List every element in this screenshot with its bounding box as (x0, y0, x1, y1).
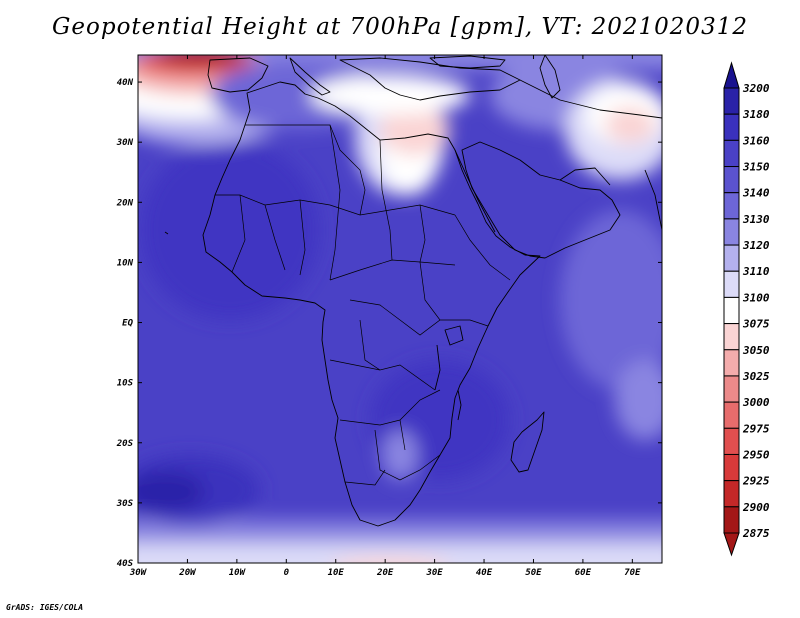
axis-ticks (137, 55, 662, 564)
lon-label: 20E (376, 568, 394, 578)
colorbar-level-label: 2950 (742, 448, 770, 461)
lat-label: 40N (117, 78, 134, 88)
india-coast (644, 169, 662, 250)
lon-label: 20W (178, 568, 197, 578)
colorbar-level-label: 2900 (742, 501, 770, 514)
persian-gulf (559, 167, 611, 186)
lon-label: 30W (129, 568, 148, 578)
coastlines (164, 55, 662, 527)
colorbar-min-arrow (723, 532, 740, 557)
colorbar-level-label: 2975 (742, 422, 770, 435)
colorbar-level-label: 3075 (742, 318, 770, 331)
country-borders (215, 124, 511, 486)
colorbar-segment (723, 166, 740, 194)
lake-malawi (457, 389, 462, 421)
colorbar-segment (723, 270, 740, 298)
colorbar-level-label: 3025 (742, 370, 770, 383)
colorbar-segment (723, 296, 740, 325)
balkans-turkey (339, 57, 521, 101)
colorbar-level-label: 3140 (742, 187, 770, 200)
lat-label: 10N (117, 258, 134, 268)
lat-label: 30S (116, 499, 134, 509)
lon-label: 70E (624, 568, 641, 578)
lake-victoria (444, 325, 464, 346)
lat-label: 40S (117, 559, 134, 569)
cape-verde (164, 231, 169, 235)
caspian (539, 55, 561, 99)
colorbar-segment (723, 244, 740, 272)
lat-label: 10S (117, 379, 134, 389)
grads-credit: GrADS: IGES/COLA (6, 603, 84, 612)
colorbar-level-label: 2925 (742, 475, 770, 488)
colorbar-level-label: 3000 (742, 396, 770, 409)
colorbar-level-label: 3110 (742, 265, 770, 278)
map-title: Geopotential Height at 700hPa [gpm], VT:… (52, 14, 748, 40)
black-sea (429, 55, 506, 69)
iran-coast (519, 79, 662, 119)
colorbar-segment (723, 480, 740, 508)
colorbar-segment (723, 113, 740, 141)
colorbar-level-label: 3180 (742, 108, 770, 121)
lon-label: 50E (525, 568, 542, 578)
lon-label: 0 (284, 568, 290, 578)
latitude-labels: 40N 30N 20N 10N EQ 10S 20S 30S 40S (116, 78, 134, 569)
height-field (138, 55, 662, 563)
lat-label: 20S (116, 439, 134, 449)
colorbar-segment (723, 375, 740, 403)
lake-tanganyika (434, 344, 441, 391)
colorbar-segment (723, 401, 740, 429)
colorbar-segment (723, 218, 740, 246)
madagascar (510, 411, 545, 473)
iberia (207, 57, 269, 93)
colorbar-level-label: 3200 (742, 82, 770, 95)
lon-label: 60E (575, 568, 592, 578)
colorbar-level-label: 3130 (742, 213, 770, 226)
colorbar-segment (723, 323, 740, 351)
colorbar-segment (723, 87, 740, 115)
arabian-peninsula (461, 141, 621, 259)
longitude-labels: 30W 20W 10W 0 10E 20E 30E 40E 50E 60E 70E (129, 568, 641, 578)
colorbar-segment (723, 453, 740, 482)
lat-label: 30N (116, 138, 134, 148)
field-anomalies (138, 55, 662, 563)
colorbar-segment (723, 506, 740, 534)
plot-frame (137, 54, 663, 564)
colorbar-level-label: 3100 (742, 291, 770, 304)
colorbar-level-label: 3050 (742, 344, 770, 357)
colorbar-level-label: 2875 (742, 527, 770, 540)
red-sea (454, 149, 496, 233)
colorbar-segment (723, 139, 740, 168)
lat-label: EQ (122, 319, 133, 329)
colorbar: 3200 3180 3160 3150 3140 3130 3120 3110 3100 3075… (723, 61, 770, 557)
colorbar-level-label: 3120 (742, 239, 770, 252)
lon-label: 10W (229, 568, 247, 578)
colorbar-segment (723, 192, 740, 220)
colorbar-segment (723, 349, 740, 377)
colorbar-max-arrow (723, 61, 740, 89)
lat-label: 20N (116, 198, 134, 208)
lon-label: 30E (425, 568, 443, 578)
italy (289, 57, 331, 96)
colorbar-level-label: 3150 (742, 161, 770, 174)
lon-label: 10E (328, 568, 345, 578)
lon-label: 40E (476, 568, 493, 578)
colorbar-segment (723, 427, 740, 455)
colorbar-level-label: 3160 (742, 134, 770, 147)
